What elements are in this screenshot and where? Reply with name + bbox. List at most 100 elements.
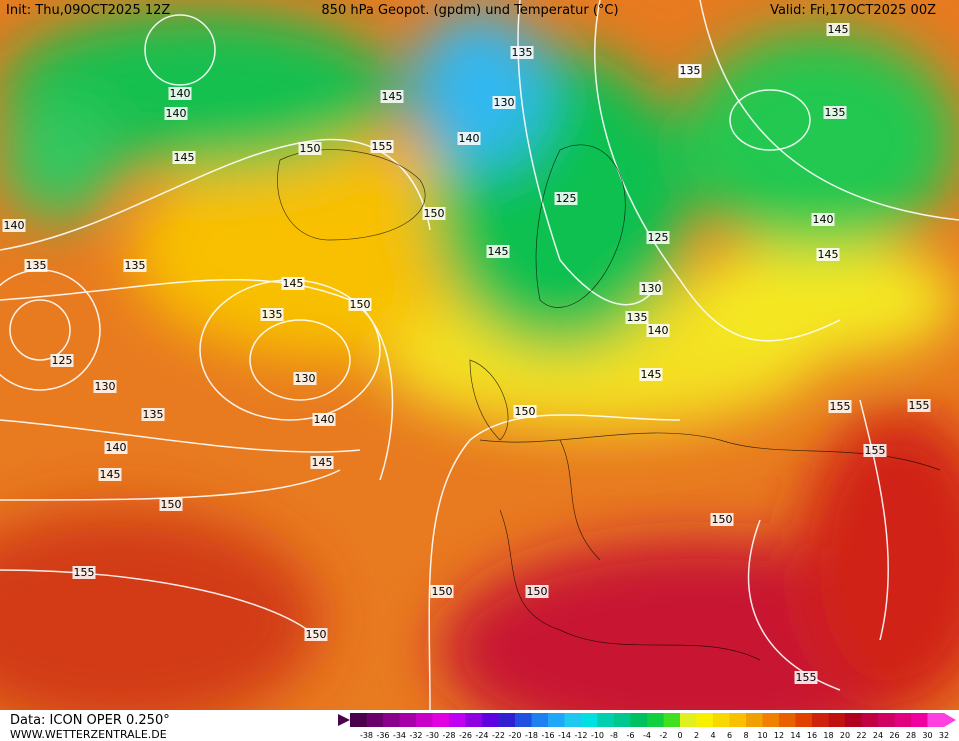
colorbar-swatch (564, 713, 582, 727)
contour-label: 130 (295, 372, 316, 385)
colorbar-label: 22 (856, 731, 866, 740)
colorbar-label: 16 (807, 731, 817, 740)
colorbar-label: -14 (558, 731, 571, 740)
colorbar-swatch (746, 713, 763, 727)
colorbar-label: -24 (475, 731, 488, 740)
colorbar-swatch (366, 713, 384, 727)
colorbar-label: 30 (922, 731, 932, 740)
colorbar-label: -2 (660, 731, 668, 740)
colorbar-swatch (531, 713, 549, 727)
contour-label-bg (380, 90, 404, 103)
contour-label-bg (172, 151, 196, 164)
colorbar-label: -38 (360, 731, 373, 740)
contour-label-bg (510, 46, 534, 59)
colorbar-label: -6 (627, 731, 635, 740)
contour-label-bg (811, 213, 835, 226)
colorbar-swatch (498, 713, 516, 727)
contour-label: 150 (306, 628, 327, 641)
contour-label: 140 (106, 441, 127, 454)
colorbar-swatch (812, 713, 829, 727)
colorbar-swatch (581, 713, 598, 727)
contour-label: 140 (4, 219, 25, 232)
colorbar-label: -8 (610, 731, 618, 740)
colorbar-label: 20 (840, 731, 850, 740)
colorbar-swatch (680, 713, 697, 727)
colorbar-swatch (894, 713, 912, 727)
contour-label: 130 (494, 96, 515, 109)
colorbar-label: 0 (677, 731, 682, 740)
colorbar-swatch (614, 713, 631, 727)
colorbar-label: 32 (939, 731, 949, 740)
contour-label: 155 (372, 140, 393, 153)
colorbar-swatch (696, 713, 714, 727)
contour-label: 145 (382, 90, 403, 103)
contour-label-bg (293, 372, 317, 385)
contour-label-bg (93, 380, 117, 393)
colorbar-arrow-low (338, 714, 350, 726)
contour-label: 145 (100, 468, 121, 481)
colorbar-swatch (729, 713, 747, 727)
data-source: Data: ICON OPER 0.250° (10, 713, 170, 728)
contour-label-bg (678, 64, 702, 77)
contour-label-bg (525, 585, 549, 598)
contour-label: 125 (52, 354, 73, 367)
contour-label-bg (646, 324, 670, 337)
colorbar-swatch (795, 713, 813, 727)
contour-label: 155 (74, 566, 95, 579)
contour-label-bg (164, 107, 188, 120)
contour-label: 150 (350, 298, 371, 311)
contour-label-bg (826, 23, 850, 36)
colorbar-swatch (630, 713, 648, 727)
colorbar-swatch (663, 713, 681, 727)
colorbar-swatch (350, 713, 367, 727)
colorbar-label: -18 (525, 731, 538, 740)
colorbar-label: -20 (508, 731, 521, 740)
contour-label: 140 (166, 107, 187, 120)
contour-label: 145 (641, 368, 662, 381)
contour-label: 140 (459, 132, 480, 145)
colorbar-label: 2 (694, 731, 699, 740)
colorbar-label: -28 (442, 731, 455, 740)
contour-label-bg (639, 368, 663, 381)
colorbar-label: 18 (823, 731, 833, 740)
colorbar-swatch (762, 713, 780, 727)
contour-label: 125 (556, 192, 577, 205)
colorbar-swatch (449, 713, 466, 727)
contour-label: 135 (125, 259, 146, 272)
contour-label: 135 (627, 311, 648, 324)
contour-label: 130 (641, 282, 662, 295)
contour-label: 140 (813, 213, 834, 226)
colorbar-swatch (647, 713, 664, 727)
contour-label-bg (310, 456, 334, 469)
contour-label: 155 (909, 399, 930, 412)
contour-label: 150 (424, 207, 445, 220)
contour-label: 130 (95, 380, 116, 393)
contour-label-bg (2, 219, 26, 232)
colorbar-label: 26 (889, 731, 899, 740)
colorbar-swatch (779, 713, 796, 727)
contour-label: 150 (515, 405, 536, 418)
contour-label-bg (123, 259, 147, 272)
colorbar-label: 14 (790, 731, 800, 740)
map-title: 850 hPa Geopot. (gpdm) und Temperatur (°… (321, 3, 618, 18)
contour-label-bg (816, 248, 840, 261)
contour-label-bg (348, 298, 372, 311)
colorbar-swatch (482, 713, 499, 727)
contour-label: 145 (312, 456, 333, 469)
colorbar-label: -30 (426, 731, 439, 740)
colorbar-label: 8 (743, 731, 748, 740)
contour-label: 155 (796, 671, 817, 684)
colorbar-swatch (713, 713, 730, 727)
colorbar-label: 12 (774, 731, 784, 740)
contour-label: 135 (143, 408, 164, 421)
colorbar-swatch (828, 713, 846, 727)
contour-label-bg (260, 308, 284, 321)
contour-label-bg (98, 468, 122, 481)
colorbar-label: 28 (906, 731, 916, 740)
contour-label: 155 (865, 444, 886, 457)
contour-label-bg (863, 444, 887, 457)
colorbar-label: -26 (459, 731, 472, 740)
colorbar-label: 10 (757, 731, 767, 740)
contour-label: 145 (283, 277, 304, 290)
